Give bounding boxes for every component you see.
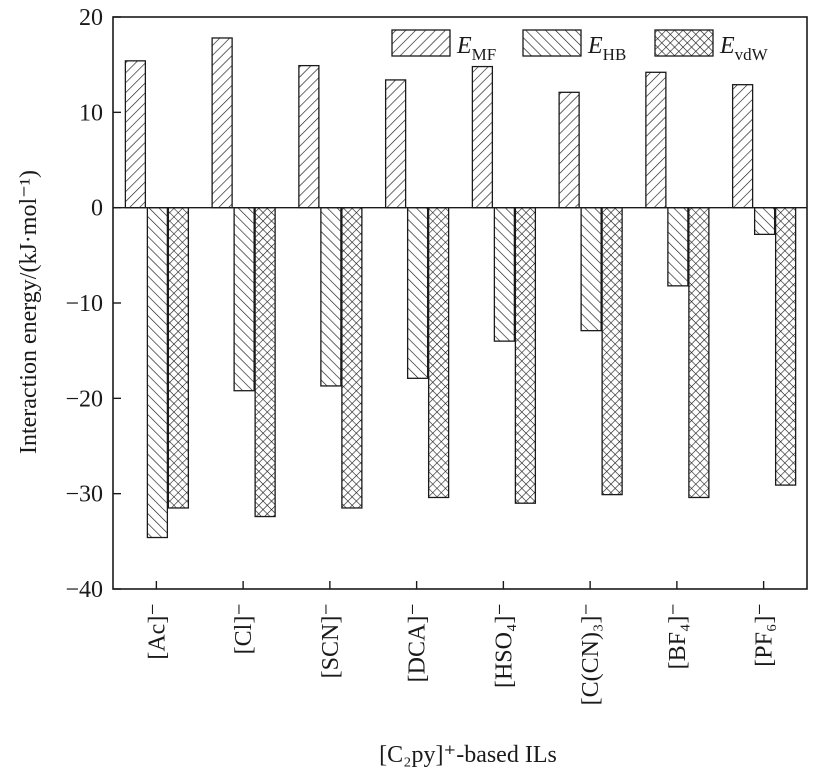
- bar-hb: [580, 207, 602, 332]
- bar-vdw: [254, 207, 276, 518]
- legend-label-mf: EMF: [456, 33, 496, 64]
- legend-swatch-hb: [522, 29, 582, 57]
- bar-mf: [558, 91, 580, 209]
- bar-mf: [471, 65, 494, 209]
- x-tick-label: [Cl]⁻: [231, 603, 257, 654]
- legend: EMF EHB EvdW: [391, 29, 769, 64]
- bar-hb: [667, 207, 689, 287]
- x-tick-label: [DCA]⁻: [405, 603, 431, 682]
- y-axis-label: Interaction energy/(kJ·mol⁻¹): [16, 170, 42, 454]
- bar-mf: [211, 37, 233, 209]
- bar-hb: [493, 207, 516, 342]
- x-tick-label: [HSO₄]⁻: [491, 603, 517, 688]
- legend-label-hb: EHB: [587, 33, 626, 64]
- bar-vdw: [427, 207, 450, 499]
- x-axis-label: [C₂py]⁺-based ILs: [379, 742, 557, 768]
- bar-hb: [320, 207, 342, 387]
- bar-vdw: [601, 207, 623, 496]
- legend-swatch-mf: [391, 29, 451, 57]
- bar-vdw: [341, 207, 363, 509]
- bar-mf: [298, 64, 320, 209]
- bar-mf: [384, 79, 407, 209]
- bar-mf: [645, 71, 667, 209]
- bar-vdw: [167, 207, 190, 509]
- bar-vdw: [514, 207, 537, 504]
- x-tick-label: [BF₄]⁻: [665, 603, 691, 669]
- y-tick-label: −20: [65, 386, 103, 412]
- bar-vdw: [688, 207, 710, 499]
- y-tick-label: −10: [65, 291, 103, 317]
- y-tick-label: −30: [65, 482, 103, 508]
- bar-hb: [146, 207, 169, 539]
- bar-vdw: [774, 207, 797, 486]
- x-tick-label: [Ac]⁻: [144, 603, 170, 660]
- y-tick-label: 20: [79, 5, 103, 31]
- bar-mf: [731, 84, 754, 209]
- x-tick-label: [PF₆]⁻: [752, 603, 778, 667]
- bar-mf: [124, 60, 147, 209]
- bar-hb: [406, 207, 429, 379]
- x-tick-label: [C(CN)₃]⁻: [578, 603, 604, 705]
- y-tick-label: −40: [65, 577, 103, 603]
- bar-hb: [753, 207, 776, 236]
- x-tick-label: [SCN]⁻: [318, 603, 344, 678]
- bar-hb: [233, 207, 255, 392]
- y-tick-label: 10: [79, 100, 103, 126]
- legend-swatch-vdw: [654, 29, 714, 57]
- legend-label-vdw: EvdW: [719, 33, 769, 64]
- y-tick-label: 0: [91, 196, 103, 222]
